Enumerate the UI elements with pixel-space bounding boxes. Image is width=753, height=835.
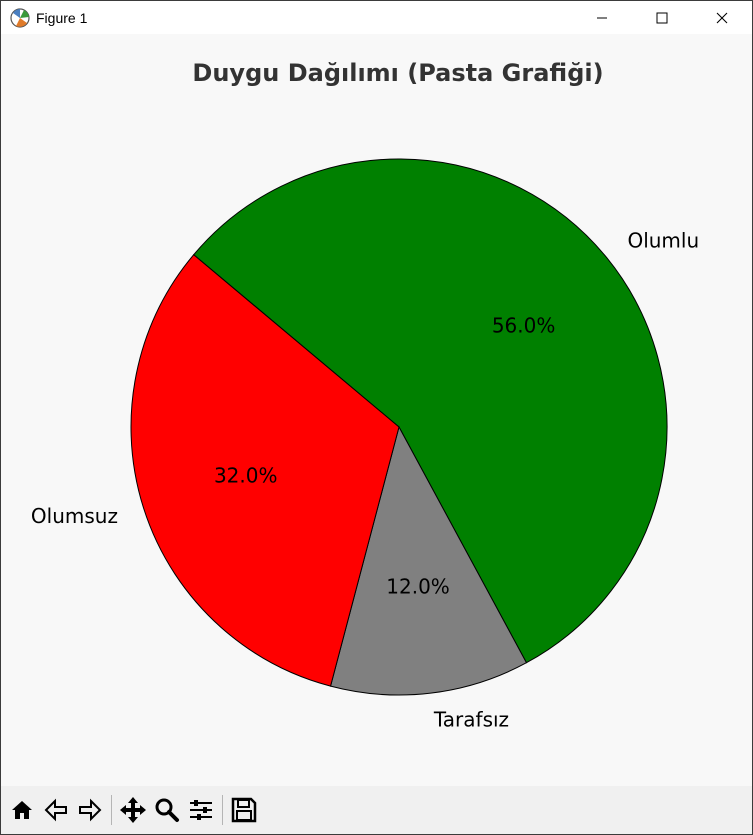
- pie-slice-olumlu: [192, 158, 668, 664]
- home-button[interactable]: [5, 792, 39, 828]
- pie-category-label: Tarafsız: [433, 708, 509, 732]
- pie-percent-label: 56.0%: [492, 313, 556, 337]
- pan-icon: [120, 797, 146, 823]
- pie-percent-label: 12.0%: [386, 575, 450, 599]
- back-icon: [44, 798, 67, 822]
- configure-subplots-button[interactable]: [184, 792, 218, 828]
- minimize-icon: [597, 17, 607, 18]
- maximize-icon: [656, 12, 668, 23]
- title-bar: Figure 1: [1, 1, 752, 34]
- toolbar-separator: [111, 795, 112, 825]
- home-icon: [12, 801, 32, 819]
- pie-slice-tarafsız: [329, 425, 528, 696]
- chart-title: Duygu Dağılımı (Pasta Grafiği): [192, 59, 603, 87]
- pie-chart: Duygu Dağılımı (Pasta Grafiği) 56.0% Olum…: [31, 59, 699, 732]
- zoom-icon: [155, 798, 179, 822]
- pie-category-label: Olumlu: [627, 229, 699, 253]
- pie-category-label: Olumsuz: [31, 504, 118, 528]
- app-icon: [10, 7, 30, 28]
- toolbar-separator: [222, 795, 223, 825]
- save-button[interactable]: [227, 792, 261, 828]
- minimize-button[interactable]: [572, 1, 632, 34]
- pie-slice-olumsuz: [130, 254, 400, 687]
- back-button[interactable]: [39, 792, 73, 828]
- zoom-button[interactable]: [150, 792, 184, 828]
- maximize-button[interactable]: [632, 1, 692, 34]
- window-title: Figure 1: [36, 9, 88, 26]
- configure-subplots-icon: [190, 800, 212, 820]
- navigation-toolbar: [1, 786, 752, 834]
- close-button[interactable]: [692, 1, 752, 34]
- save-icon: [231, 797, 257, 823]
- pie-percent-label: 32.0%: [214, 464, 278, 488]
- close-icon: [716, 12, 728, 23]
- figure-canvas[interactable]: Duygu Dağılımı (Pasta Grafiği) 56.0% Olum…: [1, 34, 752, 786]
- pan-button[interactable]: [116, 792, 150, 828]
- forward-icon: [79, 798, 102, 822]
- forward-button[interactable]: [73, 792, 107, 828]
